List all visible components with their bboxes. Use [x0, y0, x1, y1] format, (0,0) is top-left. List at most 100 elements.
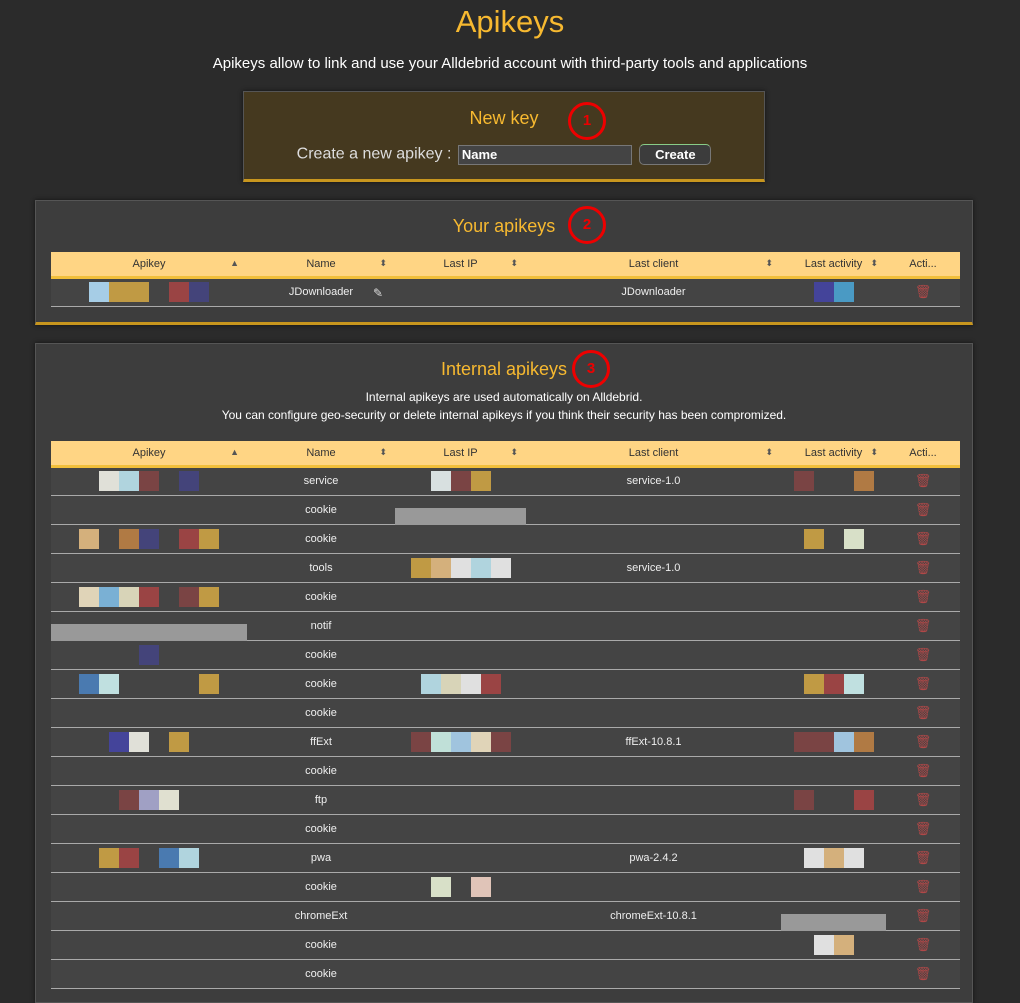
- column-header[interactable]: Acti...: [886, 441, 960, 468]
- redacted-block: [79, 673, 99, 694]
- apikey-cell: [51, 843, 247, 873]
- apikey-name-input[interactable]: [457, 144, 632, 165]
- column-header[interactable]: Name ⬍: [247, 441, 395, 468]
- last-ip-cell: [395, 814, 526, 844]
- redacted-block: [450, 471, 471, 491]
- create-button[interactable]: Create: [639, 144, 712, 165]
- internal-desc-1: Internal apikeys are used automatically …: [365, 390, 643, 404]
- apikey-cell: [51, 669, 247, 699]
- sort-icon[interactable]: ▲: [230, 447, 239, 457]
- last-activity-cell: [781, 466, 886, 496]
- trash-icon[interactable]: 🗑: [914, 530, 932, 546]
- trash-icon[interactable]: 🗑: [914, 588, 932, 604]
- redacted-block: [169, 282, 189, 302]
- apikey-cell: [51, 553, 247, 583]
- name-cell: cookie: [247, 814, 395, 844]
- sort-icon[interactable]: ⬍: [870, 447, 878, 457]
- redacted-block: [490, 557, 511, 578]
- trash-icon[interactable]: 🗑: [914, 501, 932, 517]
- sort-icon[interactable]: ⬍: [510, 258, 518, 268]
- column-header[interactable]: Last activity ⬍: [781, 252, 886, 279]
- trash-icon[interactable]: 🗑: [914, 284, 932, 299]
- column-header[interactable]: Apikey ▲: [51, 441, 247, 468]
- trash-icon[interactable]: 🗑: [914, 791, 932, 807]
- edit-icon[interactable]: ✎: [372, 285, 383, 300]
- column-header[interactable]: Last client ⬍: [526, 441, 781, 468]
- actions-cell: 🗑: [886, 727, 960, 757]
- column-header[interactable]: Last IP ⬍: [395, 252, 526, 279]
- redacted-block: [823, 847, 844, 868]
- sort-icon[interactable]: ⬍: [870, 258, 878, 268]
- last-ip-cell: [395, 466, 526, 496]
- sort-icon[interactable]: ⬍: [765, 447, 773, 457]
- last-ip-cell: [395, 930, 526, 960]
- trash-icon[interactable]: 🗑: [914, 965, 932, 981]
- trash-icon[interactable]: 🗑: [914, 675, 932, 691]
- sort-icon[interactable]: ⬍: [379, 447, 387, 457]
- trash-icon[interactable]: 🗑: [914, 473, 932, 488]
- column-header[interactable]: Acti...: [886, 252, 960, 279]
- sort-icon[interactable]: ⬍: [765, 258, 773, 268]
- apikey-cell: [51, 277, 247, 307]
- new-key-title: New key: [469, 108, 539, 128]
- last-client-cell: [526, 872, 781, 902]
- last-client-cell: [526, 582, 781, 612]
- trash-icon[interactable]: 🗑: [914, 907, 932, 923]
- redacted-block: [139, 848, 159, 868]
- trash-icon[interactable]: 🗑: [914, 733, 932, 749]
- redacted-block: [833, 282, 854, 302]
- last-ip-cell: [395, 495, 526, 528]
- redacted-block: [109, 731, 129, 752]
- trash-icon[interactable]: 🗑: [914, 559, 932, 575]
- redacted-block: [460, 673, 481, 694]
- name-cell: service: [247, 466, 395, 496]
- redacted-block: [430, 731, 451, 752]
- redacted-block: [79, 528, 99, 549]
- trash-icon[interactable]: 🗑: [914, 704, 932, 720]
- last-client-cell: [526, 495, 781, 525]
- trash-icon[interactable]: 🗑: [914, 820, 932, 836]
- trash-icon[interactable]: 🗑: [914, 617, 932, 633]
- table-row: cookie 🗑: [51, 959, 960, 989]
- name-cell: tools: [247, 553, 395, 583]
- redacted-block: [99, 529, 119, 549]
- actions-cell: 🗑: [886, 553, 960, 583]
- page-subtitle: Apikeys allow to link and use your Allde…: [212, 55, 808, 72]
- actions-cell: 🗑: [886, 277, 960, 307]
- column-header[interactable]: Last client ⬍: [526, 252, 781, 279]
- apikey-cell: [51, 872, 247, 902]
- sort-icon[interactable]: ⬍: [379, 258, 387, 268]
- redacted-block: [834, 471, 854, 491]
- trash-icon[interactable]: 🗑: [914, 762, 932, 778]
- redacted-block: [470, 557, 491, 578]
- redacted-block: [139, 471, 159, 491]
- table-row: cookie 🗑: [51, 930, 960, 960]
- last-ip-cell: [395, 901, 526, 931]
- redacted-block: [129, 282, 149, 302]
- sort-icon[interactable]: ⬍: [510, 447, 518, 457]
- trash-icon[interactable]: 🗑: [914, 936, 932, 952]
- name-cell: notif: [247, 611, 395, 641]
- column-header[interactable]: Apikey ▲: [51, 252, 247, 279]
- last-ip-cell: [395, 872, 526, 902]
- apikey-cell: [51, 495, 247, 525]
- name-cell: ftp: [247, 785, 395, 815]
- redacted-block: [199, 586, 219, 607]
- trash-icon[interactable]: 🗑: [914, 646, 932, 662]
- redacted-block: [139, 789, 159, 810]
- name-cell: cookie: [247, 872, 395, 902]
- redacted-block: [89, 282, 109, 302]
- trash-icon[interactable]: 🗑: [914, 849, 932, 865]
- column-header[interactable]: Name ⬍: [247, 252, 395, 279]
- redacted-block: [159, 674, 179, 694]
- last-ip-cell: [395, 524, 526, 554]
- apikey-cell: [51, 611, 247, 644]
- column-header[interactable]: Last activity ⬍: [781, 441, 886, 468]
- sort-icon[interactable]: ▲: [230, 258, 239, 268]
- column-header[interactable]: Last IP ⬍: [395, 441, 526, 468]
- actions-cell: 🗑: [886, 524, 960, 554]
- actions-cell: 🗑: [886, 611, 960, 641]
- redacted-block: [129, 731, 149, 752]
- redacted-block: [843, 673, 864, 694]
- trash-icon[interactable]: 🗑: [914, 878, 932, 894]
